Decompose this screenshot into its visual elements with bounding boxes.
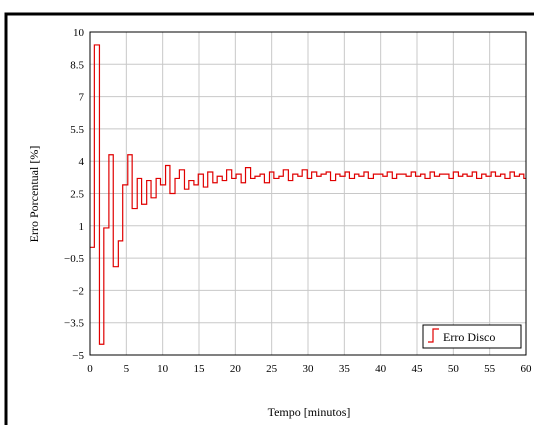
x-tick-label: 55: [484, 363, 496, 375]
x-tick-label: 40: [375, 363, 387, 375]
y-axis-ticks: 10 8.5 7 5.5 4 2.5 1 −0.5 −2 −3.5 −5: [64, 27, 84, 362]
y-tick-label: 7: [79, 92, 85, 104]
series-group: [89, 31, 527, 356]
legend-line-icon: [428, 328, 439, 343]
plot-border: [89, 31, 527, 356]
y-tick-label: 8.5: [70, 59, 84, 71]
y-tick-label: −0.5: [64, 253, 84, 265]
y-tick-label: 2.5: [70, 189, 84, 201]
figure-border: [4, 12, 534, 430]
x-tick-label: 5: [124, 363, 130, 375]
x-tick-label: 30: [303, 363, 315, 375]
legend-label: Erro Disco: [443, 330, 495, 344]
x-tick-label: 25: [266, 363, 278, 375]
x-tick-label: 50: [448, 363, 460, 375]
x-tick-label: 10: [157, 363, 169, 375]
y-axis-label: Erro Porcentual [%]: [27, 146, 41, 243]
x-tick-label: 0: [87, 363, 93, 375]
y-tick-label: −5: [72, 350, 84, 362]
y-tick-label: 10: [73, 27, 85, 39]
y-tick-label: −3.5: [64, 318, 84, 330]
y-tick-label: 4: [79, 156, 85, 168]
x-tick-label: 45: [412, 363, 424, 375]
legend: Erro Disco: [422, 324, 522, 349]
y-tick-label: 1: [79, 221, 85, 233]
series-line-erro-disco: [90, 44, 526, 345]
x-tick-label: 35: [339, 363, 351, 375]
x-tick-label: 60: [521, 363, 533, 375]
x-tick-label: 15: [194, 363, 206, 375]
x-axis-ticks: 0 5 10 15 20 25 30 35 40 45 50 55 60: [87, 363, 532, 375]
y-tick-label: 5.5: [70, 124, 84, 136]
legend-box: [422, 324, 522, 349]
y-tick-label: −2: [72, 285, 84, 297]
x-axis-label: Tempo [minutos]: [268, 405, 351, 419]
x-tick-label: 20: [230, 363, 242, 375]
